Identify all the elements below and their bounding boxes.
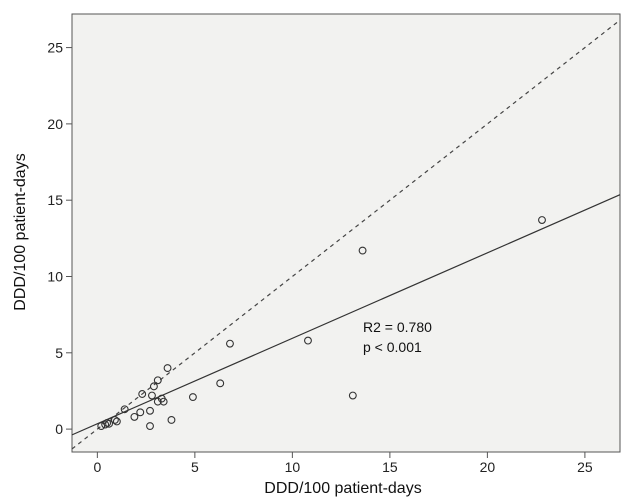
x-tick-label: 25 — [577, 459, 593, 475]
scatter-point — [112, 417, 121, 426]
scatter-point — [167, 416, 176, 424]
scatter-point — [163, 364, 172, 373]
x-tick-label: 10 — [285, 459, 301, 475]
x-tick-label: 20 — [480, 459, 496, 475]
scatter-point — [348, 391, 357, 400]
y-tick-label: 5 — [55, 345, 63, 361]
x-tick-label: 5 — [191, 459, 199, 475]
x-tick-label: 0 — [93, 459, 101, 475]
scatter-point — [146, 406, 154, 415]
scatter-point — [110, 416, 119, 424]
regression-fit-line — [71, 194, 621, 436]
scatter-point — [148, 391, 156, 400]
regression-lines — [71, 19, 621, 450]
fit-annotation-p: p < 0.001 — [363, 339, 422, 355]
identity-reference-line — [71, 19, 621, 450]
y-tick-label: 0 — [55, 421, 63, 437]
y-tick-label: 25 — [47, 40, 63, 56]
axis-ticks: 0 5 10 15 20 25 0 5 10 15 20 25 — [47, 40, 592, 475]
scatter-point — [188, 393, 197, 402]
y-tick-label: 20 — [47, 116, 63, 132]
scatter-point — [358, 246, 367, 255]
scatter-point — [153, 376, 162, 385]
scatter-point — [226, 339, 234, 348]
scatter-point — [538, 216, 546, 224]
scatter-point — [101, 420, 110, 429]
scatter-point — [304, 336, 312, 345]
x-tick-label: 15 — [382, 459, 398, 475]
scatter-point — [105, 419, 114, 428]
y-tick-label: 10 — [47, 268, 63, 284]
scatter-point — [146, 422, 154, 431]
plot-area — [71, 13, 621, 453]
y-axis-title: DDD/100 patient-days — [12, 153, 29, 310]
fit-annotation-r2: R2 = 0.780 — [363, 319, 432, 335]
y-tick-label: 15 — [47, 192, 63, 208]
scatter-point — [136, 408, 145, 417]
scatter-point — [149, 382, 158, 391]
scatter-point — [138, 390, 147, 398]
scatter-point — [159, 397, 168, 406]
data-points — [97, 216, 546, 431]
x-axis-title: DDD/100 patient-days — [264, 480, 421, 497]
scatter-point — [216, 379, 225, 388]
scatter-point — [120, 405, 129, 414]
scatter-point — [130, 412, 139, 421]
